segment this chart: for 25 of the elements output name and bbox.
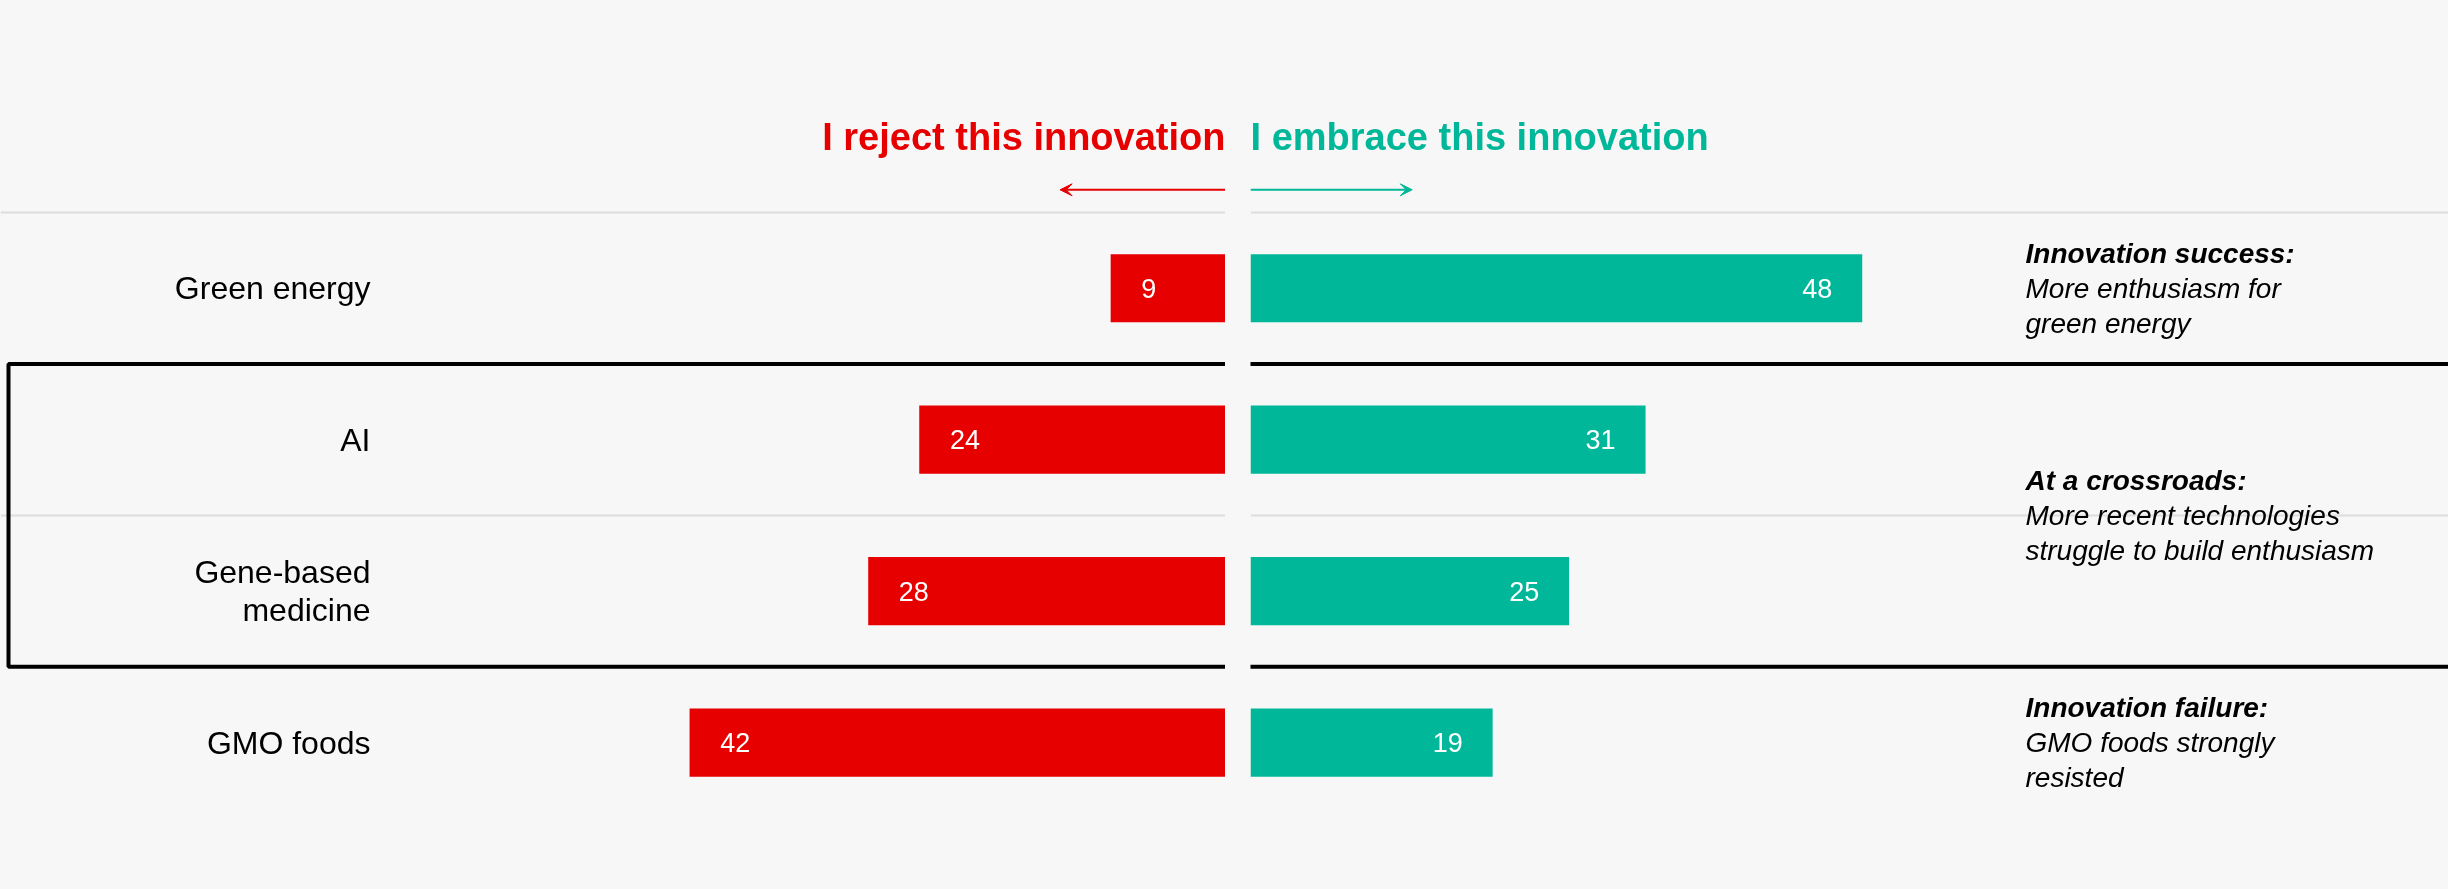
y-tick-label: Gene-based medicine [194, 554, 371, 629]
y-tick-label: GMO foods [206, 724, 371, 761]
data-label: 31 [1585, 425, 1616, 456]
bar [919, 405, 1225, 474]
text: I reject this innovation [822, 115, 1226, 158]
y-tick-label: Green energy [174, 270, 371, 307]
data-label: 9 [1141, 273, 1157, 304]
data-label: 24 [949, 425, 980, 456]
text: I embrace this innovation [1250, 115, 1709, 158]
data-label: 48 [1802, 273, 1833, 304]
bar [1250, 708, 1493, 777]
y-tick-label: AI [340, 421, 371, 458]
data-label: 25 [1509, 576, 1540, 607]
annotation: Innovation failure: GMO foods strongly resisted [2025, 692, 2277, 793]
bar [1250, 254, 1863, 323]
bar [689, 708, 1225, 777]
data-label: 28 [898, 576, 929, 607]
bar [868, 557, 1225, 626]
annotation: Innovation success: More enthusiasm for green energy [2025, 237, 2295, 339]
bar [1250, 557, 1570, 626]
bar [1110, 254, 1225, 323]
data-label: 42 [720, 728, 751, 759]
bar [1250, 405, 1646, 474]
data-label: 19 [1432, 728, 1463, 759]
annotation: At a crossroads: More recent technologies struggle to build enthusiasm [2024, 465, 2375, 566]
